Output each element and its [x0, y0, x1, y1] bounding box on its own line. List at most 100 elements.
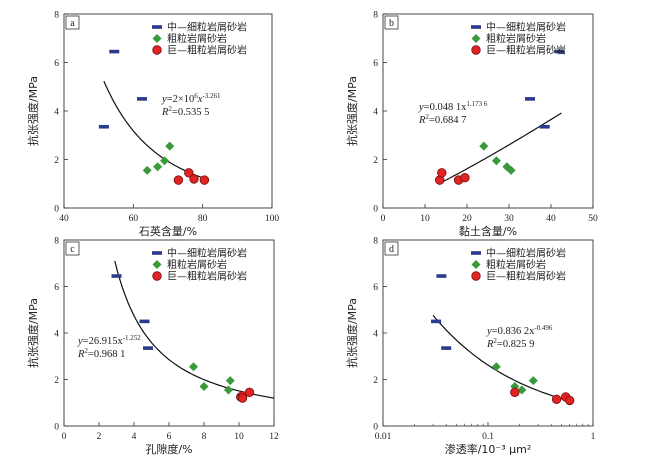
y-tick-label: 2: [373, 376, 378, 386]
legend-marker-diamond: [152, 260, 162, 269]
data-point-dash: [436, 274, 447, 278]
y-axis-label: 抗张强度/MPa: [26, 76, 40, 146]
y-tick-label: 6: [54, 283, 59, 293]
panel-label: c: [70, 244, 75, 255]
data-point-diamond: [142, 165, 152, 175]
x-tick-label: 30: [504, 214, 514, 224]
y-tick-label: 4: [373, 107, 378, 117]
x-axis-label: 黏土含量/%: [459, 224, 517, 238]
x-axis-label: 孔隙度/%: [145, 442, 192, 456]
legend-entry: 巨—粗粒岩屑砂岩: [167, 270, 247, 283]
x-tick-label: 2: [97, 432, 102, 442]
x-tick-label: 4: [132, 432, 137, 442]
x-tick-label: 60: [129, 214, 139, 224]
x-axis-label: 石英含量/%: [139, 224, 197, 238]
panel-label-box: [65, 241, 80, 256]
data-point-dash: [539, 124, 550, 129]
legend-entry: 中—细粒岩屑砂岩: [167, 21, 247, 34]
r-squared: R2=0.968 1: [77, 347, 125, 360]
legend-marker-diamond: [471, 260, 481, 269]
y-tick-label: 6: [373, 283, 378, 293]
x-tick-label: 0.1: [482, 432, 494, 442]
y-tick-label: 2: [373, 156, 378, 166]
legend-entry: 中—细粒岩屑砂岩: [486, 247, 566, 260]
x-tick-label: 10: [234, 432, 244, 442]
data-point-diamond: [491, 362, 501, 372]
panel-label: d: [389, 244, 394, 255]
data-point-dash: [441, 346, 452, 350]
data-point-diamond: [224, 385, 233, 395]
chart-panel-b: 0 2 4 6 8 0 10 20 30 40 50 黏土含量/% 抗张强度/MPa b 中—细粒岩屑砂岩粗…: [345, 10, 598, 238]
panel-label: b: [389, 18, 394, 29]
chart-panel-d: 0 2 4 6 8 0.01 0.1 1 渗透率/10⁻³ μm² 抗张强度/MPa d 中—细粒岩屑…: [345, 236, 596, 456]
legend-marker-diamond: [152, 34, 162, 43]
data-point-dash: [139, 319, 150, 324]
x-tick-label: 20: [462, 214, 472, 224]
data-point-diamond: [165, 141, 175, 151]
y-tick-label: 0: [54, 422, 59, 432]
y-tick-label: 8: [54, 10, 59, 20]
r-squared: R2=0.825 9: [486, 337, 534, 350]
legend-entry: 巨—粗粒岩屑砂岩: [486, 270, 566, 283]
x-tick-label: 6: [167, 432, 172, 442]
legend-marker-circle: [471, 45, 481, 55]
r-squared: R2=0.535 5: [161, 105, 209, 118]
x-tick-label: 40: [59, 214, 69, 224]
data-point-circle: [460, 172, 470, 183]
y-tick-label: 4: [373, 329, 378, 339]
y-tick-label: 8: [373, 236, 378, 246]
data-point-diamond: [528, 376, 538, 386]
data-point-dash: [137, 97, 147, 101]
y-axis-label: 抗张强度/MPa: [26, 298, 40, 368]
data-point-circle: [184, 168, 194, 178]
x-tick-label: 0: [381, 214, 386, 224]
y-tick-label: 8: [54, 236, 59, 246]
legend-entry: 粗粒岩屑砂岩: [167, 32, 227, 45]
data-point-circle: [199, 175, 210, 185]
chart-panel-c: 0 2 4 6 8 0 2 4 6 8 10 12 孔隙度/% 抗张强度/MPa c 中—细粒岩屑砂岩粗粒岩屑…: [26, 236, 279, 456]
y-axis-label: 抗张强度/MPa: [345, 76, 359, 146]
data-point-dash: [109, 49, 120, 54]
legend-entry: 粗粒岩屑砂岩: [167, 258, 227, 271]
legend-marker-dash: [152, 25, 162, 29]
r-squared: R2=0.684 7: [418, 113, 466, 126]
legend-marker-circle: [152, 271, 162, 281]
fit-equation: y=26.915x-1.252: [77, 334, 141, 347]
legend-entry: 巨—粗粒岩屑砂岩: [167, 44, 247, 57]
fit-curve: [432, 314, 572, 402]
legend-entry: 粗粒岩屑砂岩: [486, 258, 546, 271]
data-point-circle: [551, 394, 562, 404]
fit-equation: y=2×106x-3.261: [161, 92, 221, 105]
data-point-dash: [143, 346, 153, 350]
y-tick-label: 0: [373, 422, 378, 432]
y-tick-label: 0: [373, 204, 378, 214]
data-point-diamond: [153, 162, 163, 172]
panel-label-box: [384, 15, 399, 30]
x-tick-label: 40: [546, 214, 556, 224]
y-tick-label: 8: [373, 10, 378, 20]
x-tick-label: 50: [588, 214, 598, 224]
legend-marker-dash: [471, 251, 481, 255]
y-axis-label: 抗张强度/MPa: [345, 298, 359, 368]
legend-entry: 粗粒岩屑砂岩: [486, 32, 546, 45]
data-point-diamond: [517, 385, 527, 395]
data-point-circle: [173, 175, 184, 185]
data-point-dash: [98, 124, 109, 129]
data-point-circle: [244, 387, 255, 397]
data-point-circle: [237, 393, 248, 403]
x-tick-label: 12: [269, 432, 279, 442]
y-tick-label: 0: [54, 204, 59, 214]
data-point-circle: [189, 174, 199, 184]
legend-marker-dash: [152, 251, 162, 255]
data-point-diamond: [199, 381, 209, 391]
legend-marker-circle: [152, 45, 162, 55]
panel-label: a: [70, 18, 75, 29]
y-tick-label: 6: [373, 59, 378, 69]
data-point-diamond: [491, 156, 501, 166]
y-tick-label: 2: [54, 376, 59, 386]
x-tick-label: 0: [62, 432, 67, 442]
data-point-dash: [111, 274, 122, 278]
y-tick-label: 2: [54, 156, 59, 166]
x-tick-label: 10: [420, 214, 430, 224]
